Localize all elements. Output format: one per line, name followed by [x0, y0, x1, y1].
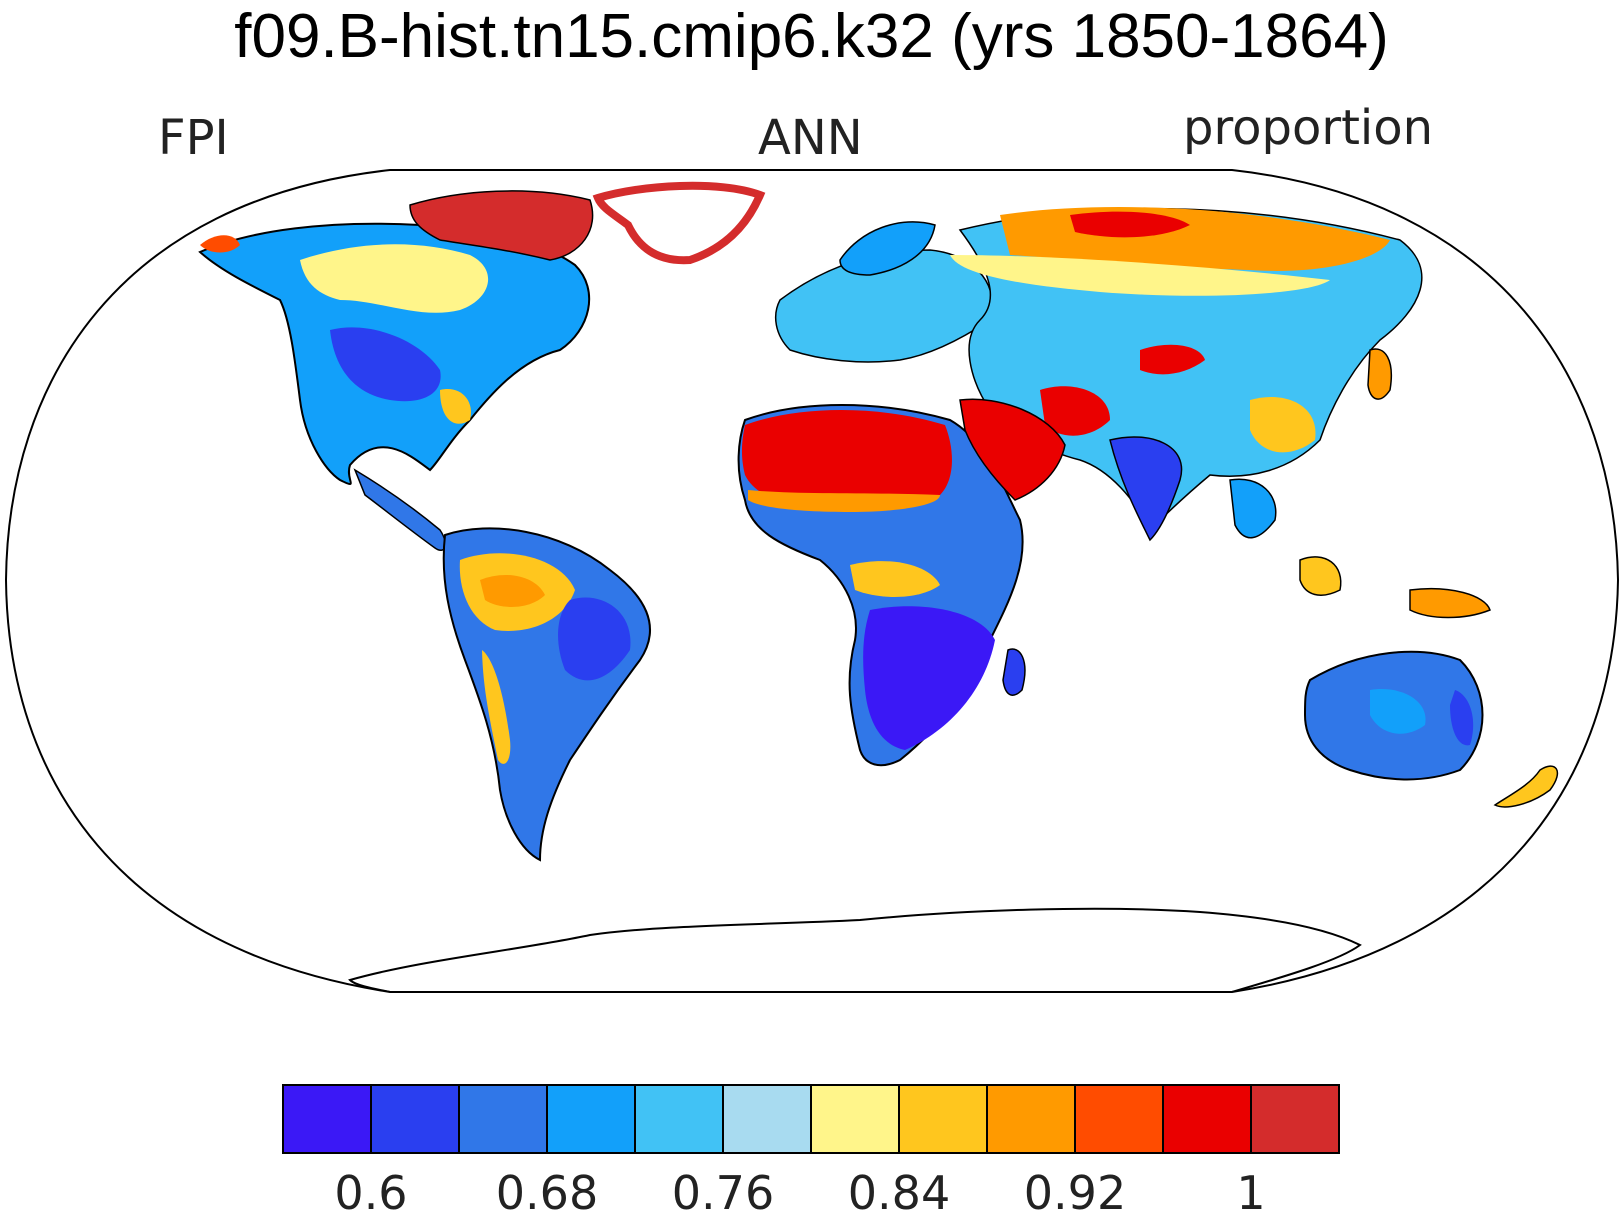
australia-southeast [1450, 690, 1474, 746]
scandinavia [839, 221, 936, 276]
map-border [4, 169, 1620, 993]
australia-center [1370, 689, 1426, 734]
land-fields [198, 181, 1559, 992]
asia-yellow-band [950, 255, 1330, 296]
india-land [1109, 436, 1183, 542]
north-america-east [440, 389, 471, 424]
central-america [353, 468, 447, 551]
colorbar [282, 1084, 1340, 1154]
new-zealand [1493, 765, 1559, 808]
iran-red [1040, 386, 1110, 436]
units-label: proportion [1183, 100, 1434, 156]
season-label: ANN [758, 110, 863, 166]
north-america-interior [330, 327, 441, 402]
colorbar-box-3 [546, 1084, 636, 1154]
andes-strip [482, 650, 511, 764]
colorbar-box-9 [1074, 1084, 1164, 1154]
amazon-core [480, 575, 545, 607]
southern-africa [863, 606, 995, 750]
siberia-core [1070, 211, 1190, 238]
colorbar-tick-label: 1 [1236, 1166, 1266, 1220]
colorbar-box-1 [370, 1084, 460, 1154]
china-east [1250, 396, 1316, 453]
colorbar-box-2 [458, 1084, 548, 1154]
colorbar-tick-label: 0.68 [495, 1166, 599, 1220]
colorbar-box-8 [986, 1084, 1076, 1154]
arabia [959, 398, 1066, 501]
canada-arctic [409, 190, 594, 261]
alaska [200, 235, 240, 253]
colorbar-box-6 [810, 1084, 900, 1154]
colorbar-tick-label: 0.92 [1023, 1166, 1127, 1220]
borneo [1299, 556, 1342, 596]
sahel-stripe [748, 490, 940, 512]
japan [1367, 348, 1392, 400]
colorbar-tick-label: 0.84 [847, 1166, 951, 1220]
madagascar [1002, 648, 1026, 696]
greenland [592, 181, 766, 265]
central-asia-red [1140, 344, 1205, 375]
central-africa-yellow [850, 561, 940, 597]
colorbar-box-7 [898, 1084, 988, 1154]
north-america-north [300, 244, 489, 313]
antarctica-outline [348, 907, 1362, 992]
colorbar-box-10 [1162, 1084, 1252, 1154]
map-title: f09.B-hist.tn15.cmip6.k32 (yrs 1850-1864… [234, 2, 1389, 71]
new-guinea [1409, 587, 1491, 619]
indochina [1229, 478, 1277, 539]
sahara [741, 410, 952, 502]
colorbar-tick-label: 0.76 [671, 1166, 775, 1220]
colorbar-tick-label: 0.6 [334, 1166, 408, 1220]
colorbar-box-5 [722, 1084, 812, 1154]
colorbar-box-0 [282, 1084, 372, 1154]
colorbar-box-4 [634, 1084, 724, 1154]
eastern-brazil [558, 597, 631, 681]
variable-label: FPI [158, 110, 229, 166]
colorbar-box-11 [1250, 1084, 1340, 1154]
